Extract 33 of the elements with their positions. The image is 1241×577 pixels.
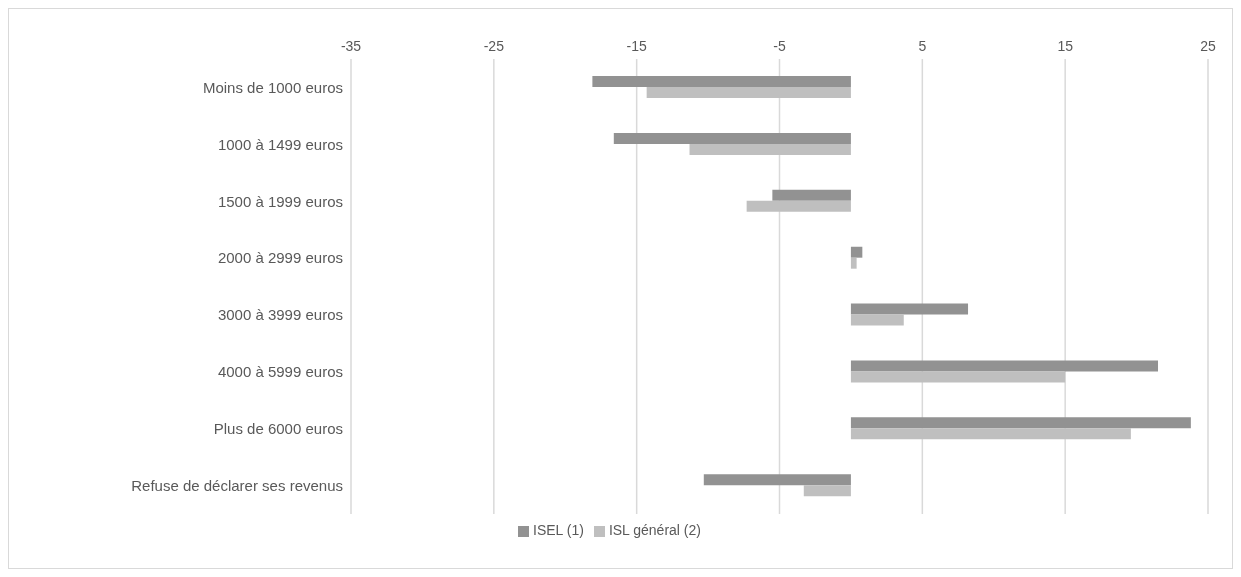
bar xyxy=(850,360,1159,372)
x-tick-label: 25 xyxy=(1200,38,1216,54)
bar xyxy=(850,314,904,326)
y-tick-label: Refuse de déclarer ses revenus xyxy=(131,476,343,494)
x-tick-label: -5 xyxy=(773,38,786,54)
y-tick-label: 1000 à 1499 euros xyxy=(217,135,343,153)
bar xyxy=(850,428,1131,440)
bar xyxy=(646,87,851,99)
bar xyxy=(613,132,851,144)
bar xyxy=(772,189,851,201)
y-tick-label: Plus de 6000 euros xyxy=(213,420,343,438)
y-tick-label: 3000 à 3999 euros xyxy=(217,306,343,324)
bar xyxy=(850,417,1191,429)
legend-label: ISL général (2) xyxy=(608,522,701,538)
x-tick-label: 5 xyxy=(918,38,927,54)
x-tick-label: -35 xyxy=(340,38,362,54)
y-tick-label: 4000 à 5999 euros xyxy=(217,363,343,381)
legend-label: ISEL (1) xyxy=(533,522,584,538)
bar xyxy=(689,143,851,155)
bar xyxy=(803,485,851,497)
bar xyxy=(850,257,857,269)
y-tick-label: 1500 à 1999 euros xyxy=(217,192,343,210)
x-tick-label: -25 xyxy=(483,38,505,54)
bar xyxy=(592,76,851,88)
x-tick-label: -15 xyxy=(626,38,647,54)
bar xyxy=(850,246,863,258)
y-tick-label: Moins de 1000 euros xyxy=(202,78,343,96)
bar xyxy=(746,200,851,212)
bar xyxy=(703,474,851,486)
y-tick-label: 2000 à 2999 euros xyxy=(217,249,343,267)
bar xyxy=(850,303,969,315)
bar xyxy=(850,371,1066,383)
x-tick-label: 15 xyxy=(1057,38,1074,54)
